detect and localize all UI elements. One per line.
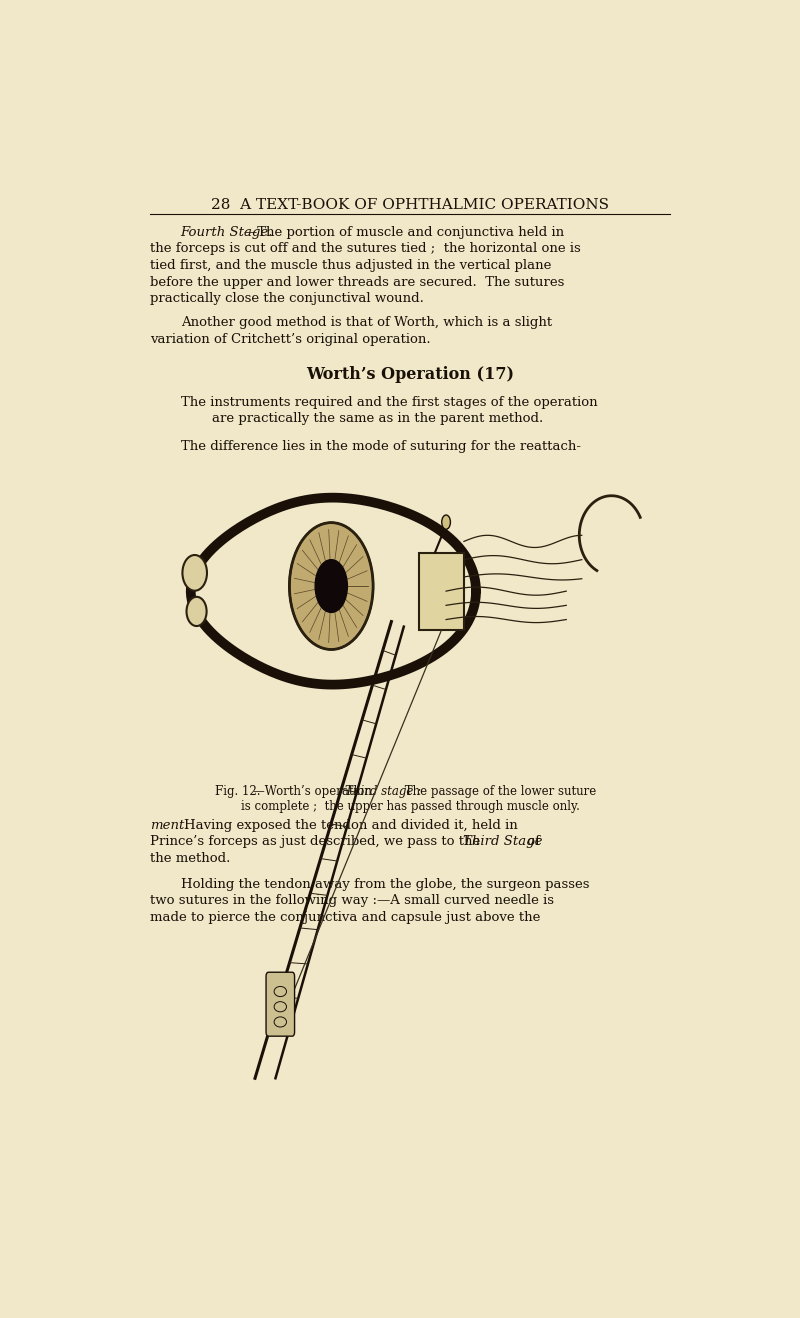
Ellipse shape [182,555,207,590]
Text: —The portion of muscle and conjunctiva held in: —The portion of muscle and conjunctiva h… [245,225,565,239]
Text: The difference lies in the mode of suturing for the reattach-: The difference lies in the mode of sutur… [181,440,581,453]
Circle shape [315,560,347,613]
Text: practically close the conjunctival wound.: practically close the conjunctival wound… [150,293,423,306]
Text: Fourth Stage.: Fourth Stage. [181,225,273,239]
Text: 28  A TEXT-BOOK OF OPHTHALMIC OPERATIONS: 28 A TEXT-BOOK OF OPHTHALMIC OPERATIONS [211,198,609,212]
Text: two sutures in the following way :—A small curved needle is: two sutures in the following way :—A sma… [150,895,554,907]
Ellipse shape [290,523,373,650]
Text: made to pierce the conjunctiva and capsule just above the: made to pierce the conjunctiva and capsu… [150,911,540,924]
Text: Third Stage: Third Stage [462,836,542,849]
Text: is complete ;  the upper has passed through muscle only.: is complete ; the upper has passed throu… [241,800,579,813]
Text: The instruments required and the first stages of the operation: The instruments required and the first s… [181,395,598,409]
Text: are practically the same as in the parent method.: are practically the same as in the paren… [211,413,543,426]
Polygon shape [190,498,476,684]
Text: Holding the tendon away from the globe, the surgeon passes: Holding the tendon away from the globe, … [181,878,589,891]
Text: tied first, and the muscle thus adjusted in the vertical plane: tied first, and the muscle thus adjusted… [150,260,551,272]
Circle shape [442,515,450,530]
FancyBboxPatch shape [266,973,294,1036]
Text: Worth’s Operation (17): Worth’s Operation (17) [306,366,514,384]
Text: before the upper and lower threads are secured.  The sutures: before the upper and lower threads are s… [150,275,564,289]
Text: of: of [523,836,540,849]
Text: the method.: the method. [150,851,230,865]
Text: Prince’s forceps as just described, we pass to the: Prince’s forceps as just described, we p… [150,836,484,849]
Text: Another good method is that of Worth, which is a slight: Another good method is that of Worth, wh… [181,316,552,330]
Bar [419,552,464,630]
Text: Fig. 12.: Fig. 12. [214,786,260,797]
Text: The passage of the lower suture: The passage of the lower suture [401,786,596,797]
Text: —Worth’s operation.: —Worth’s operation. [253,786,376,797]
Ellipse shape [186,597,206,626]
Text: variation of Critchett’s original operation.: variation of Critchett’s original operat… [150,333,430,345]
Text: ment.: ment. [150,818,188,832]
Text: Third stage :: Third stage : [345,786,421,797]
Text: Having exposed the tendon and divided it, held in: Having exposed the tendon and divided it… [184,818,518,832]
Text: the forceps is cut off and the sutures tied ;  the horizontal one is: the forceps is cut off and the sutures t… [150,243,580,256]
